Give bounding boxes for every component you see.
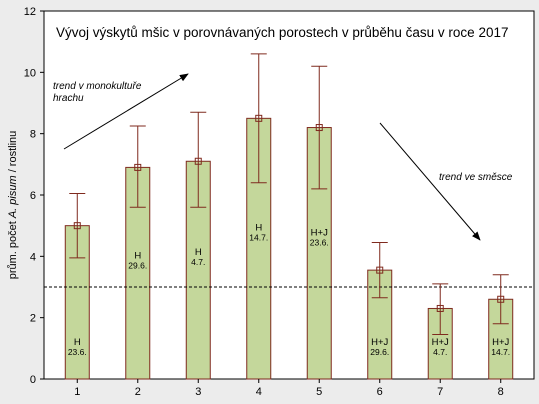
mean-marker (73, 222, 81, 230)
y-tick-label: 4 (30, 251, 36, 263)
bar-label-group: H+J (432, 337, 449, 348)
x-tick-label: 4 (256, 386, 262, 398)
x-tick-label: 3 (195, 386, 201, 398)
mean-marker (134, 163, 142, 171)
bar-label-date: 29.6. (128, 260, 147, 270)
bar-label-group: H+J (492, 337, 509, 348)
y-tick-label: 10 (24, 67, 36, 79)
x-tick-label: 5 (316, 386, 322, 398)
bar-label-group: H+J (371, 337, 388, 348)
y-axis-label-part: / rostlinu (7, 131, 19, 176)
trend-monoculture-text: hrachu (53, 93, 84, 104)
mean-marker (255, 114, 263, 122)
y-axis-label-part: prům. počet (7, 218, 19, 279)
x-tick-label: 1 (74, 386, 80, 398)
mean-marker (497, 295, 505, 303)
x-tick-label: 2 (135, 386, 141, 398)
x-tick-label: 8 (498, 386, 504, 398)
y-axis-label: prům. počet A. pisum / rostlinu (7, 131, 19, 280)
y-axis-label-part: A. pisum (7, 175, 19, 219)
bar-label-group: H (195, 247, 202, 258)
x-tick-label: 7 (437, 386, 443, 398)
plot-area (43, 10, 535, 380)
mean-marker (315, 124, 323, 132)
mean-marker (436, 304, 444, 312)
y-tick-label: 2 (30, 313, 36, 325)
bar-label-date: 23.6. (310, 238, 329, 248)
bar-label-date: 4.7. (191, 257, 205, 267)
bar-label-date: 14.7. (249, 232, 268, 242)
x-tick-label: 6 (377, 386, 383, 398)
bar-label-date: 29.6. (370, 347, 389, 357)
bar-label-date: 4.7. (433, 347, 447, 357)
trend-mixture-text: trend ve směsce (439, 172, 513, 183)
mean-marker (376, 266, 384, 274)
y-tick-label: 12 (24, 6, 36, 18)
bar-label-group: H+J (311, 228, 328, 239)
bar-label-date: 23.6. (68, 347, 87, 357)
y-tick-label: 8 (30, 129, 36, 141)
bar-label-group: H (255, 222, 262, 233)
bar-label-group: H (134, 250, 141, 261)
mean-marker (194, 157, 202, 165)
trend-up-arrow (63, 73, 189, 150)
bar-label-group: H (74, 337, 81, 348)
bar-label-date: 14.7. (491, 347, 510, 357)
trend-monoculture-text: trend v monokultuře (53, 81, 142, 92)
y-tick-label: 6 (30, 190, 36, 202)
chart-title: Vývoj výskytů mšic v porovnávaných poros… (56, 25, 508, 40)
trend-down-arrow (379, 122, 481, 241)
y-tick-label: 0 (30, 374, 36, 386)
